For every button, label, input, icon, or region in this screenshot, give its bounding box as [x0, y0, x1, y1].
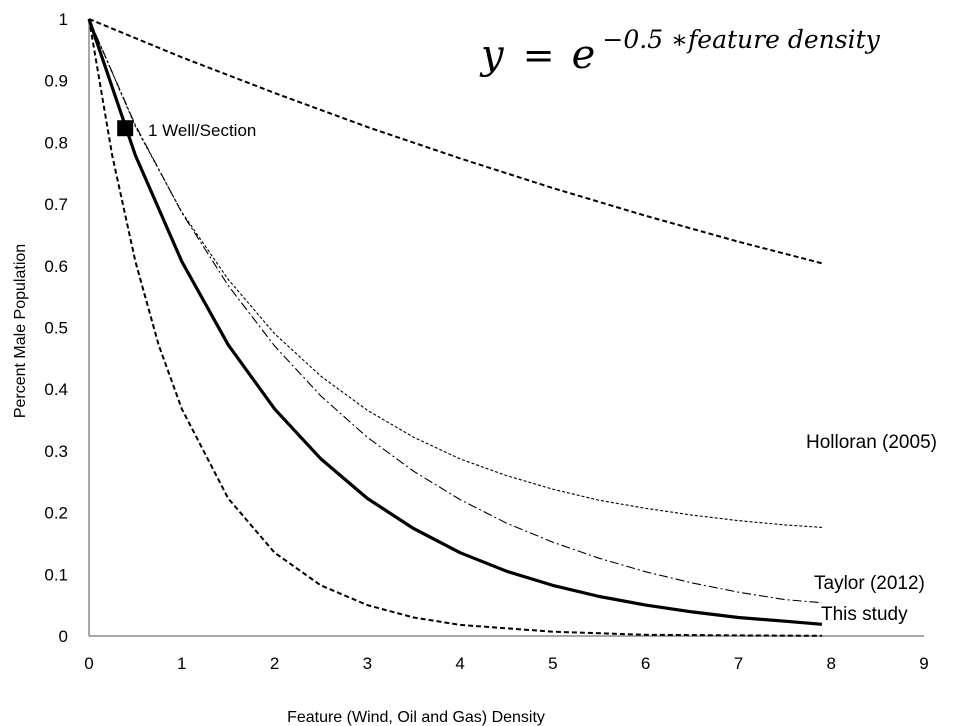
series-label-holloran: Holloran (2005): [806, 432, 937, 453]
marker-1-well-section: [117, 120, 134, 137]
equation-exponent: −0.5 ∗feature density: [602, 25, 880, 54]
equation-lhs: y: [479, 32, 505, 78]
y-tick-label: 1: [59, 10, 68, 29]
series-line-this-study: [87, 18, 823, 626]
equation-equals: =: [523, 33, 555, 77]
y-tick-label: 0.5: [44, 319, 68, 338]
y-tick-label: 0.1: [44, 565, 68, 584]
series-line-holloran: [88, 18, 822, 528]
series-lines: [87, 18, 823, 637]
axes: [88, 19, 924, 637]
y-tick-label: 0.9: [44, 72, 68, 91]
series-line-upper-bound: [88, 18, 823, 265]
x-tick-label: 6: [641, 654, 650, 673]
markers: [117, 120, 134, 137]
marker-label-1-well-section: 1 Well/Section: [148, 121, 256, 140]
series-label-taylor: Taylor (2012): [814, 573, 925, 594]
y-tick-label: 0.8: [44, 133, 68, 152]
x-tick-label: 8: [826, 654, 835, 673]
y-axis-title: Percent Male Population: [12, 244, 29, 418]
x-tick-label: 9: [919, 654, 928, 673]
y-tick-label: 0.3: [44, 442, 68, 461]
series-line-taylor: [88, 18, 822, 604]
equation-base: e: [572, 32, 596, 78]
y-tick-label: 0.2: [44, 504, 68, 523]
x-tick-label: 4: [455, 654, 464, 673]
x-tick-label: 3: [363, 654, 372, 673]
x-tick-label: 5: [548, 654, 557, 673]
y-tick-labels: 0 0.1 0.2 0.3 0.4 0.5 0.6 0.7 0.8 0.9 1: [44, 10, 68, 646]
equation: y = e −0.5 ∗feature density: [479, 25, 881, 78]
x-axis-title: Feature (Wind, Oil and Gas) Density: [287, 709, 545, 726]
x-tick-label: 7: [734, 654, 743, 673]
series-label-this-study: This study: [821, 604, 908, 625]
y-tick-label: 0: [59, 627, 68, 646]
x-tick-label: 2: [270, 654, 279, 673]
x-tick-label: 0: [84, 654, 93, 673]
y-tick-label: 0.4: [44, 380, 68, 399]
y-tick-label: 0.7: [44, 195, 68, 214]
x-tick-label: 1: [177, 654, 186, 673]
series-line-lower-bound: [88, 18, 822, 637]
y-tick-label: 0.6: [44, 257, 68, 276]
x-tick-labels: 0 1 2 3 4 5 6 7 8 9: [84, 654, 928, 673]
